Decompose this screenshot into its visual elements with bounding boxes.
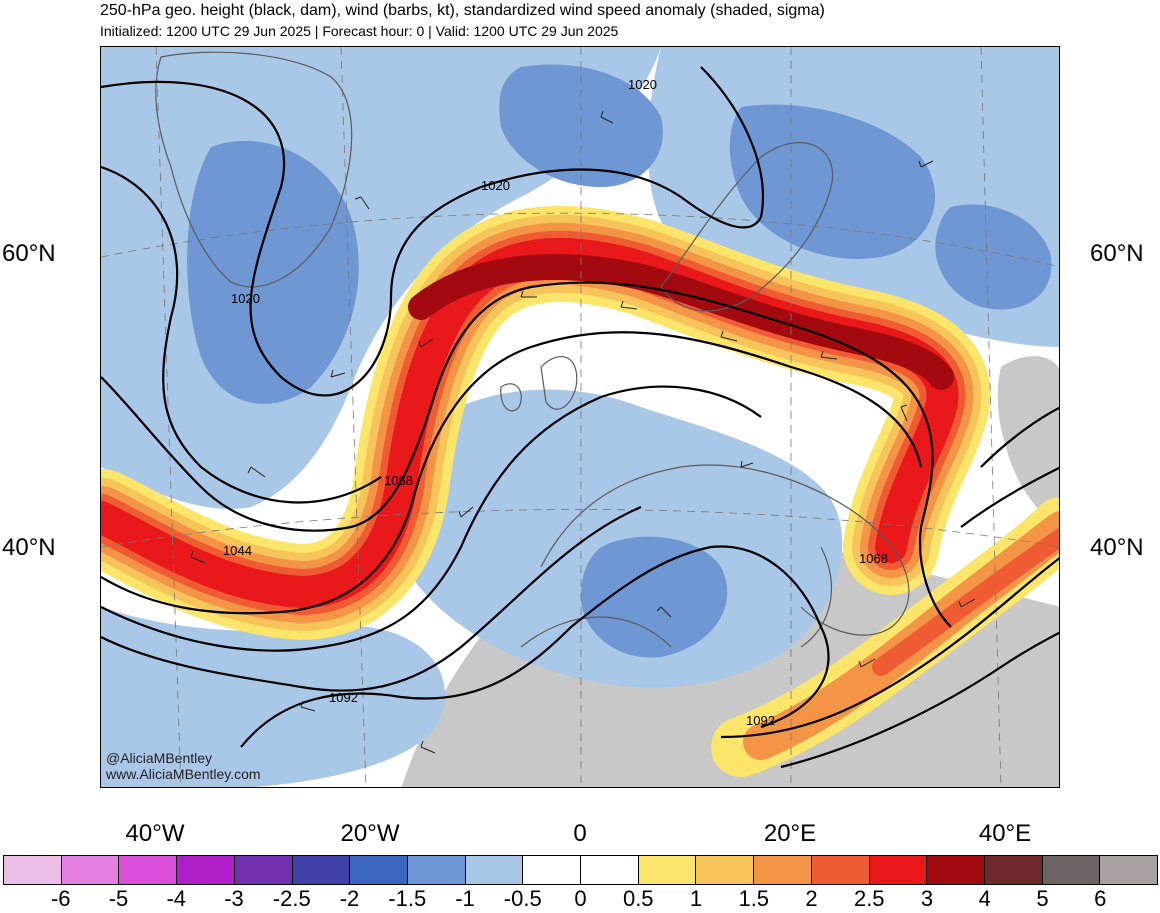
credit-url[interactable]: www.AliciaMBentley.com [106, 766, 261, 782]
colorbar-swatch [292, 856, 351, 884]
lon-label-20e: 20°E [763, 820, 817, 847]
contour-label: 1068 [859, 551, 888, 566]
colorbar-swatch [638, 856, 697, 884]
colorbar-swatch [119, 856, 178, 884]
colorbar-swatch [811, 856, 870, 884]
colorbar-tick-label: 5 [1036, 886, 1049, 911]
lon-label-40e: 40°E [978, 820, 1032, 847]
colorbar-tick-label: -1.5 [388, 886, 427, 911]
contour-label: 1092 [329, 690, 358, 705]
colorbar-swatch [869, 856, 928, 884]
lon-label-20w: 20°W [340, 820, 400, 847]
colorbar-swatch [177, 856, 235, 884]
colorbar-swatch [581, 856, 639, 884]
contour-label: 1068 [384, 473, 413, 488]
contour-label: 1092 [746, 713, 775, 728]
colorbar-tick-label: 3 [920, 886, 934, 911]
colorbar-swatch [696, 856, 755, 884]
colorbar-swatch [407, 856, 466, 884]
colorbar-swatch [754, 856, 812, 884]
colorbar-swatch [4, 856, 62, 884]
colorbar-tick-label: 0.5 [622, 886, 654, 911]
colorbar-tick-label: -5 [108, 886, 129, 911]
map-svg: 1020 1020 1020 1068 1044 1068 1092 1092 [101, 47, 1059, 787]
colorbar-swatch [61, 856, 120, 884]
contour-label: 1020 [231, 291, 260, 306]
colorbar-tick-label: -3 [224, 886, 244, 911]
height-contours [101, 66, 1059, 769]
colorbar-swatch [465, 856, 524, 884]
colorbar-tick-label: -1 [455, 886, 475, 911]
colorbar-tick-label: -4 [166, 886, 187, 911]
colorbar-swatch [984, 856, 1043, 884]
coastlines [155, 51, 910, 648]
lat-label-60n-left: 60°N [2, 240, 56, 267]
colorbar-tick-label: 4 [978, 886, 991, 911]
contour-label: 1044 [223, 543, 252, 558]
colorbar-tick-label: -0.5 [503, 886, 542, 911]
anomaly-neg-medium [187, 64, 1052, 658]
lat-label-60n-right: 60°N [1090, 240, 1144, 267]
colorbar-tick-label: 1.5 [738, 886, 770, 911]
chart-title: 250-hPa geo. height (black, dam), wind (… [100, 2, 825, 19]
lon-label-40w: 40°W [125, 820, 185, 847]
colorbar-swatch [1042, 856, 1101, 884]
colorbar-tick-label: 1 [689, 886, 703, 911]
lat-label-40n-left: 40°N [2, 534, 56, 561]
colorbar-tick-label: -2.5 [272, 886, 311, 911]
colorbar-tick-label: 0 [574, 886, 587, 911]
contour-label: 1020 [481, 178, 510, 193]
wind-barbs [190, 110, 976, 754]
contour-label: 1020 [628, 77, 657, 92]
colorbar-swatch [350, 856, 408, 884]
colorbar-swatch [523, 856, 582, 884]
colorbar-tick-label: 6 [1094, 886, 1107, 911]
colorbar-tick-label: -6 [50, 886, 71, 911]
colorbar-swatch [234, 856, 293, 884]
contour-labels: 1020 1020 1020 1068 1044 1068 1092 1092 [223, 77, 888, 728]
chart-subtitle: Initialized: 1200 UTC 29 Jun 2025 | Fore… [100, 23, 619, 39]
colorbar [3, 855, 1158, 885]
lon-label-0: 0 [573, 820, 587, 847]
jet-stream-anomaly [101, 205, 1059, 777]
colorbar-swatch [927, 856, 985, 884]
map-panel: 1020 1020 1020 1068 1044 1068 1092 1092 [100, 46, 1060, 788]
credit-handle: @AliciaMBentley [106, 750, 213, 766]
graticule [101, 47, 1059, 787]
lat-label-40n-right: 40°N [1090, 534, 1144, 561]
colorbar-tick-label: 2 [805, 886, 818, 911]
colorbar-tick-label: 2.5 [853, 886, 885, 911]
colorbar-swatch [1100, 856, 1158, 884]
colorbar-tick-label: -2 [339, 886, 360, 911]
